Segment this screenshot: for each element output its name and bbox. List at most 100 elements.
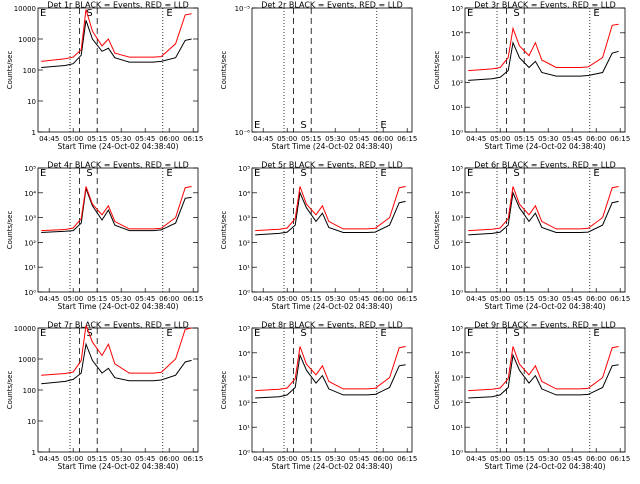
y-axis-label: Counts/sec xyxy=(6,371,14,410)
y-tick-label: 100 xyxy=(23,67,36,75)
events-series xyxy=(468,353,619,399)
y-axis-label: Counts/sec xyxy=(220,371,228,410)
x-tick-label: 05:30 xyxy=(538,135,558,143)
x-axis-label: Start Time (24-Oct-02 04:38:40) xyxy=(271,462,392,471)
x-tick-label: 05:15 xyxy=(301,135,321,143)
x-tick-label: 06:00 xyxy=(373,455,393,463)
plot-frame xyxy=(464,327,626,453)
lld-series xyxy=(468,23,619,72)
x-tick-label: 04:45 xyxy=(466,295,486,303)
event-marker: S xyxy=(300,168,306,179)
event-marker: E xyxy=(380,328,386,339)
x-tick-label: 05:45 xyxy=(349,135,369,143)
det-panel-4: Det 4r BLACK = Events, RED = LLD 10⁰ 10¹ 10… xyxy=(6,161,203,312)
y-tick-label: 10 xyxy=(27,98,36,106)
y-tick-label: 10³ xyxy=(451,215,463,223)
x-tick-label: 04:45 xyxy=(253,295,273,303)
det-panel-3: Det 3r BLACK = Events, RED = LLD 10⁰ 10¹ 10… xyxy=(433,1,630,152)
y-tick-label: 10⁰ xyxy=(451,289,463,297)
det-panel-9: Det 9r BLACK = Events, RED = LLD 10⁰ 10¹ 10… xyxy=(433,321,630,472)
plot-frame xyxy=(464,167,626,293)
det-panel-2: Det 2r BLACK = Events, RED = LLD 10⁻⁶ 10⁻⁵… xyxy=(220,1,417,152)
x-tick-label: 05:15 xyxy=(301,455,321,463)
det-panel-8: Det 8r BLACK = Events, RED = LLD 10⁰ 10¹ 10… xyxy=(220,321,417,472)
event-marker: S xyxy=(513,328,519,339)
y-tick-label: 10⁴ xyxy=(24,190,36,198)
event-marker: E xyxy=(380,168,386,179)
x-tick-label: 06:00 xyxy=(373,135,393,143)
panel-title: Det 4r BLACK = Events, RED = LLD xyxy=(47,161,189,170)
panel-title: Det 9r BLACK = Events, RED = LLD xyxy=(474,321,616,330)
y-tick-label: 10¹ xyxy=(24,264,36,272)
y-tick-label: 10 xyxy=(27,418,36,426)
x-tick-label: 05:00 xyxy=(63,455,83,463)
x-tick-label: 06:00 xyxy=(159,455,179,463)
y-tick-label: 10³ xyxy=(451,55,463,63)
lld-series xyxy=(41,9,192,62)
y-axis-label: Counts/sec xyxy=(220,51,228,90)
y-tick-label: 10² xyxy=(451,79,463,87)
x-tick-label: 05:15 xyxy=(87,135,107,143)
y-axis-label: Counts/sec xyxy=(220,211,228,250)
x-tick-label: 06:00 xyxy=(159,135,179,143)
x-tick-label: 05:00 xyxy=(277,295,297,303)
lld-series xyxy=(255,186,406,232)
x-axis-label: Start Time (24-Oct-02 04:38:40) xyxy=(57,462,178,471)
lld-series xyxy=(41,186,192,232)
plot-frame xyxy=(37,7,199,133)
y-tick-label: 10² xyxy=(451,239,463,247)
y-tick-label: 10⁴ xyxy=(451,190,463,198)
event-marker: E xyxy=(166,168,172,179)
y-tick-label: 1 xyxy=(32,449,36,457)
x-tick-label: 05:30 xyxy=(538,455,558,463)
x-tick-label: 05:15 xyxy=(514,135,534,143)
x-tick-label: 06:00 xyxy=(586,295,606,303)
panel-title: Det 2r BLACK = Events, RED = LLD xyxy=(261,1,403,10)
x-tick-label: 06:00 xyxy=(373,295,393,303)
x-tick-label: 06:15 xyxy=(183,295,203,303)
x-tick-label: 05:00 xyxy=(63,295,83,303)
y-axis-label: Counts/sec xyxy=(6,51,14,90)
y-tick-label: 10⁵ xyxy=(238,325,250,333)
y-tick-label: 10³ xyxy=(451,375,463,383)
y-tick-label: 10⁻⁵ xyxy=(235,5,251,13)
event-marker: S xyxy=(86,8,92,19)
y-tick-label: 10¹ xyxy=(238,424,250,432)
event-marker: E xyxy=(593,168,599,179)
y-tick-label: 10¹ xyxy=(451,264,463,272)
x-tick-label: 06:00 xyxy=(586,135,606,143)
y-tick-label: 1000 xyxy=(18,36,36,44)
y-axis-label: Counts/sec xyxy=(433,211,441,250)
x-tick-label: 05:00 xyxy=(63,135,83,143)
x-tick-label: 05:15 xyxy=(87,455,107,463)
y-tick-label: 10⁴ xyxy=(451,30,463,38)
y-tick-label: 10⁻⁶ xyxy=(235,129,251,137)
y-tick-label: 10³ xyxy=(238,375,250,383)
x-axis-label: Start Time (24-Oct-02 04:38:40) xyxy=(271,142,392,151)
y-tick-label: 10² xyxy=(238,399,250,407)
panel-title: Det 6r BLACK = Events, RED = LLD xyxy=(474,161,616,170)
y-tick-label: 10¹ xyxy=(451,424,463,432)
x-tick-label: 05:15 xyxy=(87,295,107,303)
event-marker: S xyxy=(86,168,92,179)
x-tick-label: 06:15 xyxy=(610,455,630,463)
x-tick-label: 06:15 xyxy=(397,135,417,143)
panel-title: Det 7r BLACK = Events, RED = LLD xyxy=(47,321,189,330)
x-tick-label: 05:15 xyxy=(514,455,534,463)
y-tick-label: 10³ xyxy=(24,215,36,223)
det-panel-6: Det 6r BLACK = Events, RED = LLD 10⁰ 10¹ 10… xyxy=(433,161,630,312)
event-marker: S xyxy=(513,8,519,19)
event-marker: E xyxy=(467,168,473,179)
event-marker: E xyxy=(593,328,599,339)
x-tick-label: 05:45 xyxy=(349,295,369,303)
x-tick-label: 04:45 xyxy=(466,455,486,463)
panel-title: Det 3r BLACK = Events, RED = LLD xyxy=(474,1,616,10)
event-marker: E xyxy=(166,328,172,339)
events-series xyxy=(468,40,619,81)
plot-frame xyxy=(251,327,413,453)
panel-title: Det 1r BLACK = Events, RED = LLD xyxy=(47,1,189,10)
det-panel-5: Det 5r BLACK = Events, RED = LLD 10⁰ 10¹ 10… xyxy=(220,161,417,312)
y-tick-label: 10² xyxy=(24,239,36,247)
x-tick-label: 05:00 xyxy=(490,455,510,463)
lld-series xyxy=(255,346,406,392)
